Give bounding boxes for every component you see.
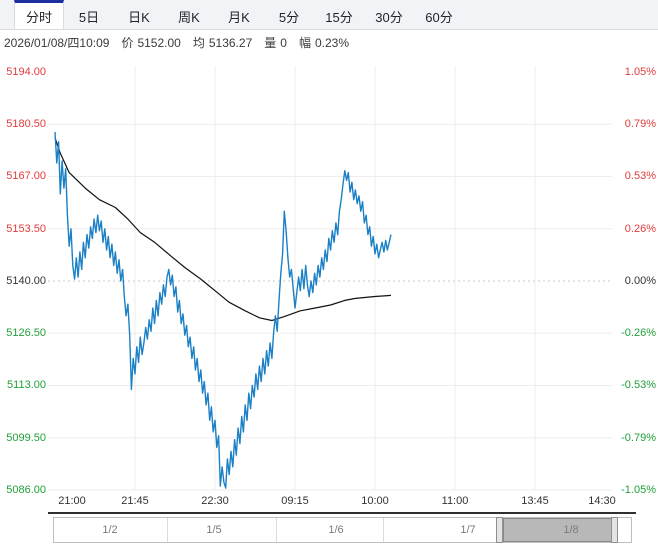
period-tabbar: 分时 5日 日K 周K 月K 5分 15分 30分 60分: [0, 0, 658, 30]
price-tick: 5126.50: [6, 327, 46, 339]
tab-5min[interactable]: 5分: [278, 9, 300, 25]
price-tick: 5153.50: [6, 223, 46, 235]
time-tick: 10:00: [361, 495, 389, 507]
navigator-label-day4: 1/7: [460, 524, 476, 536]
change-value: 0.23%: [314, 35, 349, 50]
pct-tick: -1.05%: [621, 484, 656, 496]
pct-tick: -0.26%: [621, 327, 656, 339]
navigator-label-day2: 1/5: [206, 524, 222, 536]
tab-60min[interactable]: 60分: [425, 9, 453, 25]
price-tick: 5194.00: [6, 66, 46, 78]
quote-average: 均 5136.27: [193, 34, 252, 51]
price-tick: 5113.00: [7, 379, 46, 391]
tab-15min[interactable]: 15分: [325, 9, 353, 25]
navigator-left-handle[interactable]: [496, 517, 503, 543]
price-tick: 5167.00: [6, 170, 46, 182]
navigator-label-day3: 1/6: [328, 524, 344, 536]
tab-5day[interactable]: 5日: [78, 9, 100, 25]
price-tick-prev-close: 5140.00: [6, 275, 46, 287]
change-label: 幅: [298, 35, 311, 50]
price-tick: 5099.50: [6, 432, 46, 444]
avg-value: 5136.27: [208, 35, 253, 50]
tab-fenshi[interactable]: 分时: [14, 0, 64, 29]
time-tick: 13:45: [521, 495, 549, 507]
tab-daily-k[interactable]: 日K: [128, 9, 150, 25]
navigator-right-handle[interactable]: [611, 517, 618, 543]
volume-value: 0: [280, 35, 287, 50]
pct-tick: -0.79%: [621, 432, 656, 444]
pct-tick: 1.05%: [624, 66, 656, 78]
price-label: 价: [121, 35, 134, 50]
price-tick: 5180.50: [6, 118, 46, 130]
time-tick: 21:45: [121, 495, 149, 507]
navigator-divider: [276, 518, 277, 542]
pct-tick: 0.26%: [624, 223, 656, 235]
avg-label: 均: [192, 35, 205, 50]
price-tick: 5086.00: [6, 484, 46, 496]
pct-tick-zero: 0.00%: [624, 275, 656, 287]
time-tick: 11:00: [441, 495, 469, 507]
date-navigator-track[interactable]: 1/2 1/5 1/6 1/7 1/8: [53, 517, 632, 543]
volume-label: 量: [264, 35, 277, 50]
quote-change: 幅 0.23%: [299, 34, 349, 51]
navigator-label-day1: 1/2: [102, 524, 118, 536]
time-tick: 21:00: [58, 495, 86, 507]
tab-weekly-k[interactable]: 周K: [178, 9, 200, 25]
quote-datetime: 2026/01/08/四10:09: [4, 35, 110, 50]
pct-tick: 0.53%: [624, 170, 656, 182]
pct-tick: -0.53%: [621, 379, 656, 391]
pct-tick: 0.79%: [624, 118, 656, 130]
time-tick: 09:15: [281, 495, 309, 507]
time-tick: 22:30: [201, 495, 229, 507]
price-value: 5152.00: [137, 35, 181, 50]
time-tick: 14:30: [588, 495, 616, 507]
tab-30min[interactable]: 30分: [375, 9, 403, 25]
navigator-divider: [167, 518, 168, 542]
navigator-divider: [383, 518, 384, 542]
quote-price: 价 5152.00: [121, 34, 180, 51]
navigator-selection[interactable]: [503, 518, 613, 542]
tab-monthly-k[interactable]: 月K: [228, 9, 250, 25]
